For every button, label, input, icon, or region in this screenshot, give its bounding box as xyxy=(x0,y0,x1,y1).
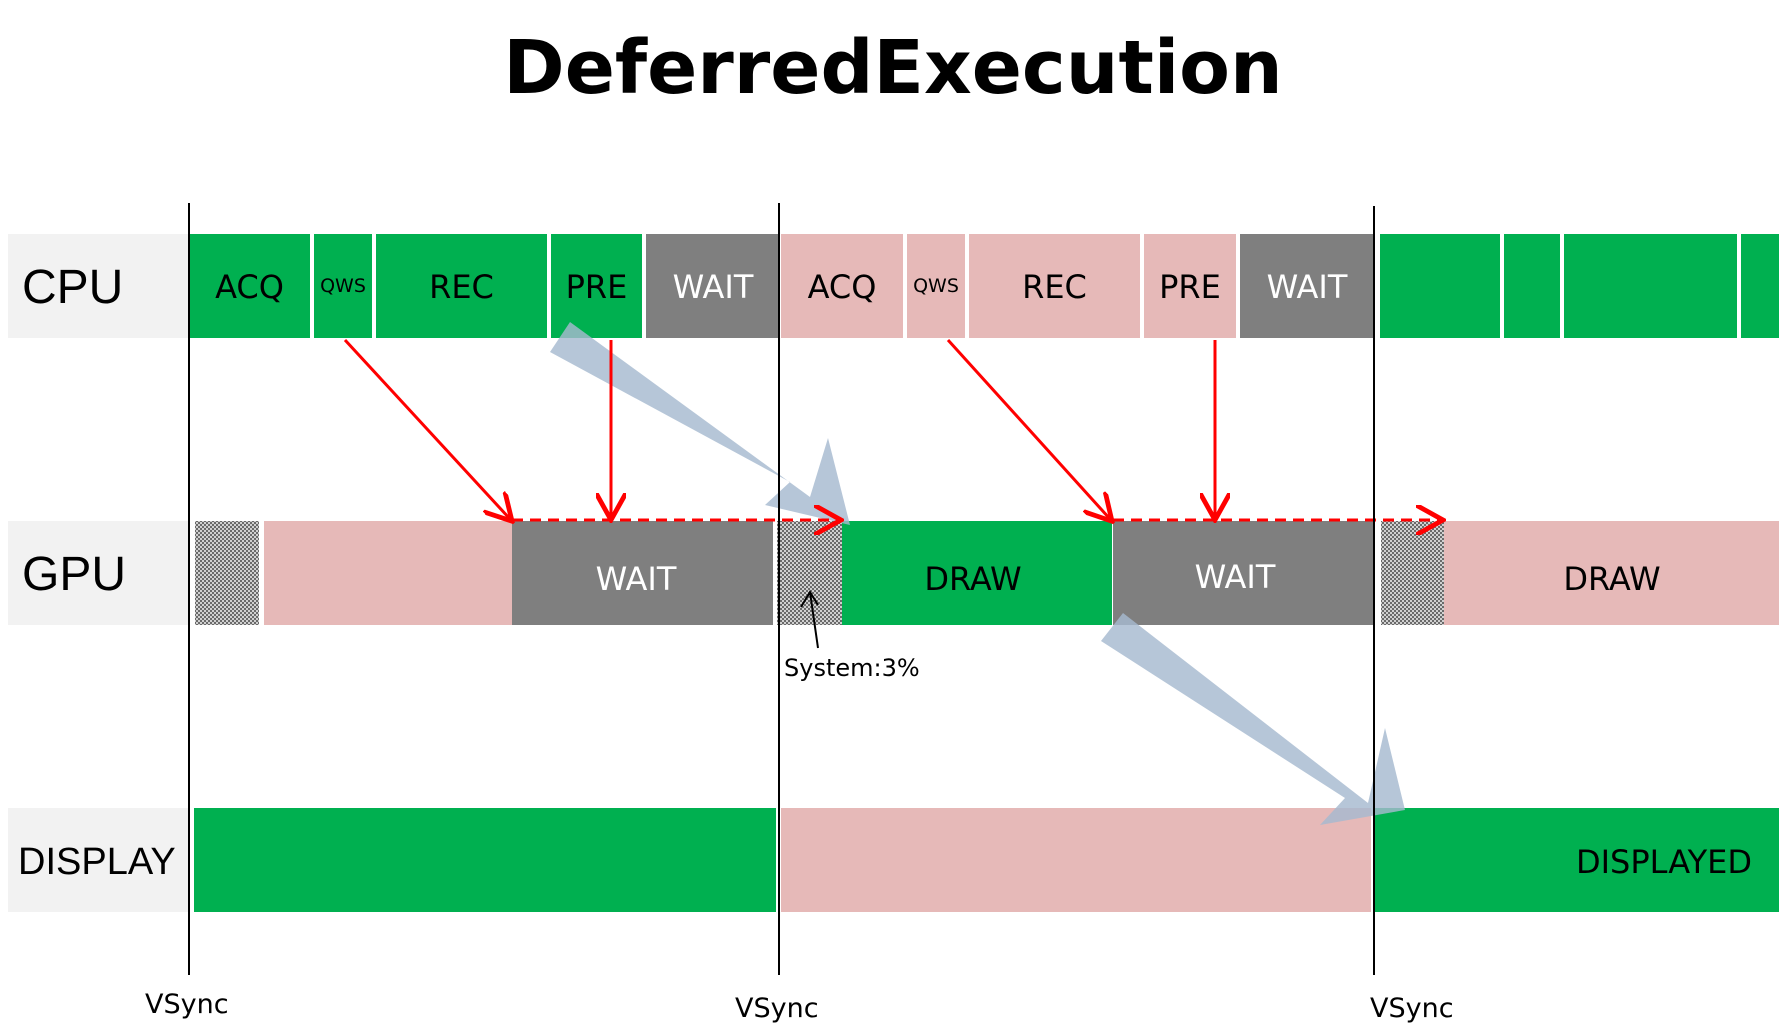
cpu-segment-label: WAIT xyxy=(673,268,754,306)
display-segment-label: DISPLAYED xyxy=(1576,843,1752,881)
cpu-segment-label: ACQ xyxy=(808,268,877,306)
gpu-row-label-bg xyxy=(8,521,188,625)
cpu-segment xyxy=(1240,234,1374,338)
cpu-segment-label: ACQ xyxy=(215,268,284,306)
cpu-row-label-bg xyxy=(8,234,188,338)
gpu-segment xyxy=(1444,521,1779,625)
display-track: DISPLAYED xyxy=(194,808,1779,912)
gpu-segment-label: WAIT xyxy=(596,560,677,598)
gpu-segment-label: DRAW xyxy=(924,560,1021,598)
display-segment xyxy=(781,808,1371,912)
gpu-segment xyxy=(264,521,512,625)
display-row-label-bg xyxy=(8,808,188,912)
cpu-row-label: CPU xyxy=(22,261,123,314)
cpu-segment xyxy=(646,234,780,338)
cpu-segment-label: QWS xyxy=(913,275,959,297)
gpu-row-label: GPU xyxy=(22,548,126,601)
display-row-label: DISPLAY xyxy=(18,841,176,883)
gpu-segment-system xyxy=(195,521,259,625)
cpu-segment xyxy=(1504,234,1560,338)
gpu-segment xyxy=(842,521,1112,625)
cpu-segment xyxy=(1564,234,1737,338)
cpu-segment-label: QWS xyxy=(320,275,366,297)
cpu-track: ACQ QWS REC PRE WAIT ACQ QWS REC PRE WAI… xyxy=(189,234,1779,338)
cpu-segment xyxy=(551,234,642,338)
cpu-segment xyxy=(314,234,372,338)
diagram-title: DeferredExecution xyxy=(503,25,1282,111)
vsync-label: VSync xyxy=(1370,993,1454,1024)
cpu-segment-label: REC xyxy=(1022,268,1087,306)
cpu-segment xyxy=(781,234,903,338)
cpu-segment-label: PRE xyxy=(1159,268,1221,306)
cpu-segment xyxy=(1144,234,1236,338)
cpu-segment-label: REC xyxy=(429,268,494,306)
gpu-segment xyxy=(512,521,773,625)
red-submit-arrow xyxy=(946,338,1110,519)
gpu-segment-system xyxy=(1381,521,1444,625)
gpu-segment-label: DRAW xyxy=(1563,560,1660,598)
annotation-arrow xyxy=(800,590,819,649)
display-segment xyxy=(1375,808,1779,912)
vsync-label: VSync xyxy=(145,989,229,1020)
flow-arrow xyxy=(1101,613,1405,825)
vsync-label: VSync xyxy=(735,993,819,1024)
cpu-segment xyxy=(969,234,1140,338)
gpu-segment-system xyxy=(777,521,842,625)
cpu-segment-label: WAIT xyxy=(1267,268,1348,306)
cpu-segment xyxy=(907,234,965,338)
display-segment xyxy=(194,808,776,912)
cpu-segment xyxy=(189,234,310,338)
gpu-segment-label: WAIT xyxy=(1195,558,1276,596)
system-annotation: System:3% xyxy=(784,654,920,682)
red-submit-arrow xyxy=(343,338,510,519)
cpu-segment xyxy=(1741,234,1779,338)
cpu-segment xyxy=(376,234,547,338)
gpu-segment xyxy=(1113,521,1374,625)
cpu-segment-label: PRE xyxy=(566,268,628,306)
gpu-track: WAIT DRAW WAIT DRAW xyxy=(195,521,1779,625)
flow-arrow xyxy=(550,322,850,525)
cpu-segment xyxy=(1380,234,1500,338)
